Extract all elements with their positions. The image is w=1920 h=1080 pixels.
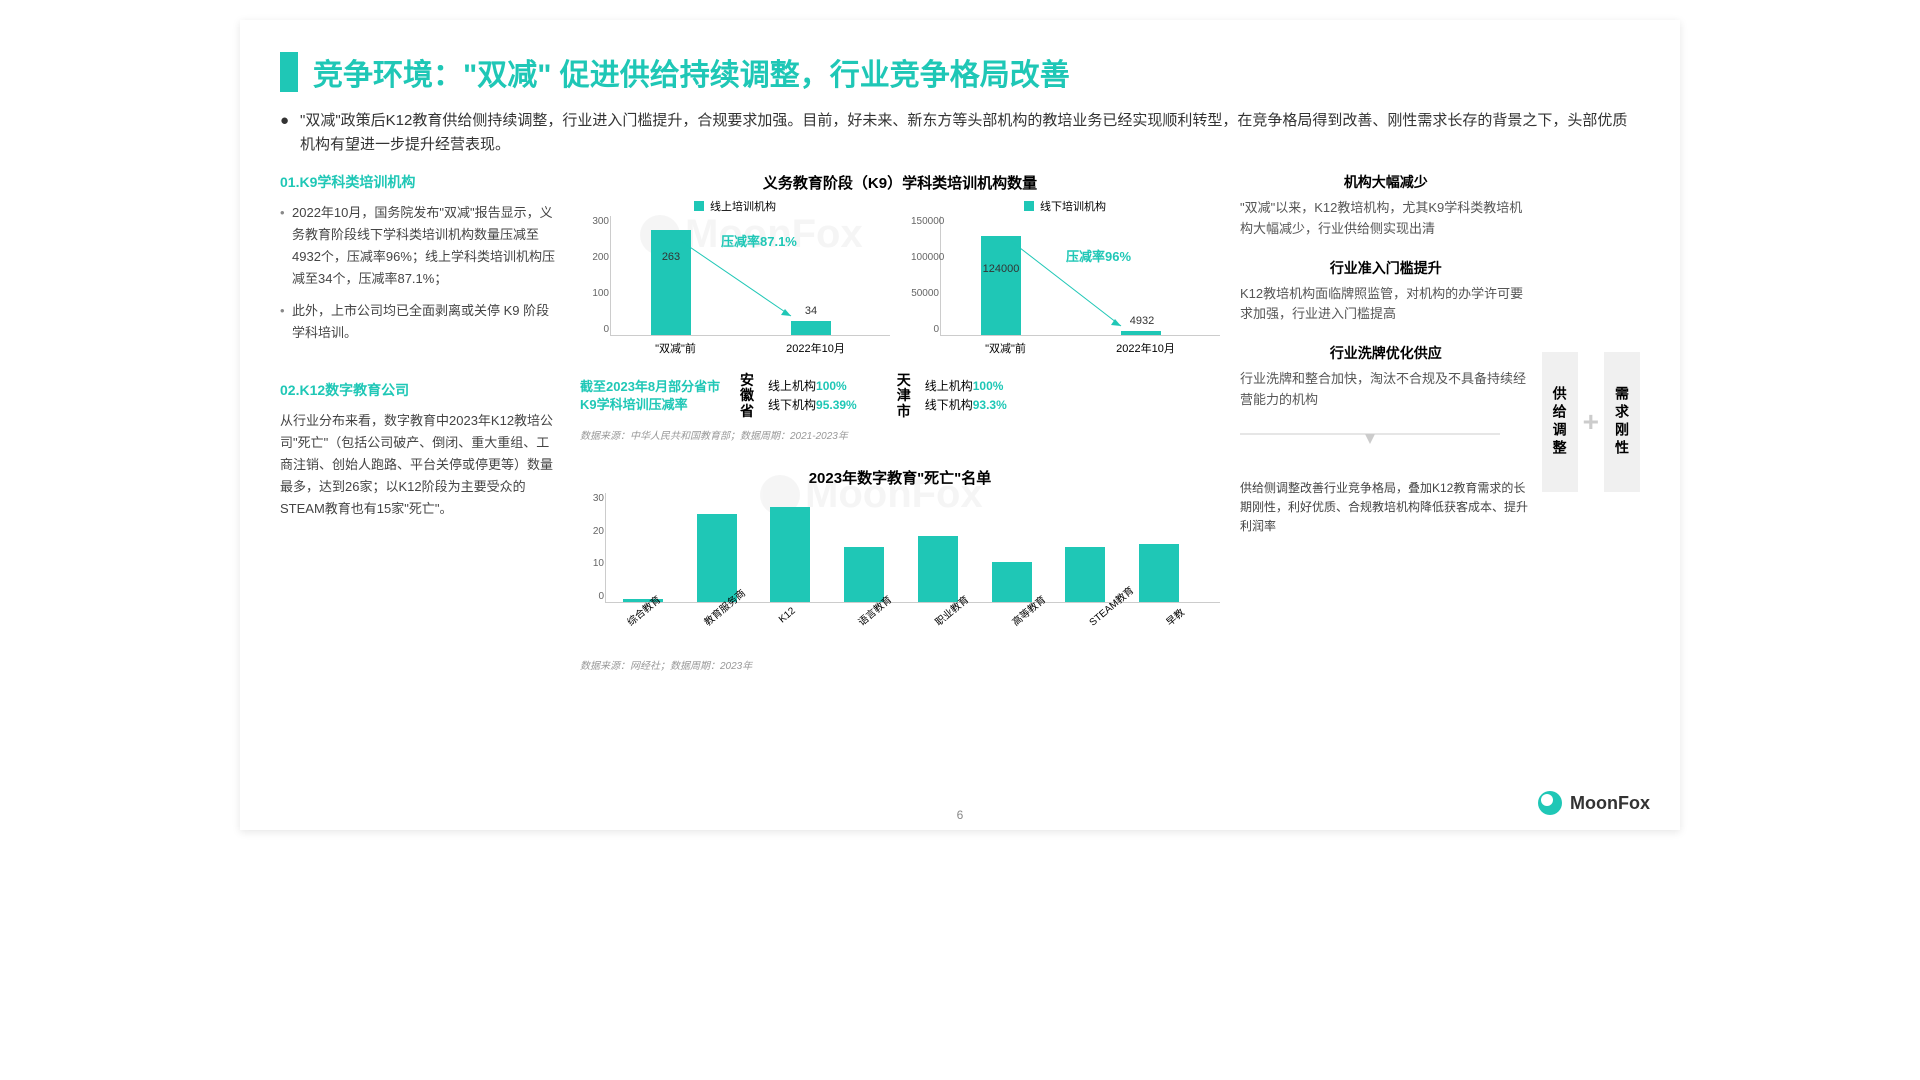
title-bar: 竞争环境："双减" 促进供给持续调整，行业竞争格局改善 [280, 50, 1640, 94]
region-name: 安徽省 [740, 373, 760, 419]
chart1-offline-arrow [1011, 241, 1131, 331]
right-block2-body: K12教培机构面临牌照监管，对机构的办学许可要求加强，行业进入门槛提高 [1240, 284, 1532, 326]
chart1-offline-xlabels: "双减"前 2022年10月 [940, 340, 1220, 356]
chart1-online: 线上培训机构 300 200 100 0 263 34 压减率87.1% [580, 198, 890, 358]
chart1-offline: 线下培训机构 150000 100000 50000 0 124000 4932… [910, 198, 1220, 358]
right-block-1: 机构大幅减少 "双减"以来，K12教培机构，尤其K9学科类教培机构大幅减少，行业… [1240, 172, 1532, 240]
down-arrow-icon [1240, 429, 1500, 449]
main-content: 01.K9学科类培训机构 2022年10月，国务院发布"双减"报告显示，义务教育… [280, 172, 1640, 672]
pillars: 供给调整 + 需求刚性 [1542, 172, 1640, 672]
chart1-offline-legend: 线下培训机构 [910, 198, 1220, 214]
region-values: 线上机构100% 线下机构95.39% [768, 377, 857, 415]
section2-header: 02.K12数字教育公司 [280, 380, 560, 400]
chart1-online-legend: 线上培训机构 [580, 198, 890, 214]
slide-title: 竞争环境："双减" 促进供给持续调整，行业竞争格局改善 [313, 50, 1070, 94]
page-number: 6 [957, 808, 964, 822]
section1-item: 2022年10月，国务院发布"双减"报告显示，义务教育阶段线下学科类培训机构数量… [292, 202, 560, 290]
section2-body: 从行业分布来看，数字教育中2023年K12教培公司"死亡"（包括公司破产、倒闭、… [280, 410, 560, 520]
chart1-online-arrow [681, 241, 801, 326]
right-block1-body: "双减"以来，K12教培机构，尤其K9学科类教培机构大幅减少，行业供给侧实现出清 [1240, 198, 1532, 240]
left-column: 01.K9学科类培训机构 2022年10月，国务院发布"双减"报告显示，义务教育… [280, 172, 560, 672]
chart2-bar [1139, 544, 1179, 603]
right-summary: 供给侧调整改善行业竞争格局，叠加K12教育需求的长期刚性，利好优质、合规教培机构… [1240, 474, 1532, 537]
right-block1-title: 机构大幅减少 [1240, 172, 1532, 192]
chart2-bar [918, 536, 958, 602]
right-block-3: 行业洗牌优化供应 行业洗牌和整合加快，淘汰不合规及不具备持续经营能力的机构 [1240, 343, 1532, 411]
chart1-offline-area: 150000 100000 50000 0 124000 4932 压减率96% [940, 216, 1220, 336]
pillar-demand: 需求刚性 [1604, 352, 1640, 492]
chart1-row: 线上培训机构 300 200 100 0 263 34 压减率87.1% [580, 198, 1220, 358]
right-text-blocks: 机构大幅减少 "双减"以来，K12教培机构，尤其K9学科类教培机构大幅减少，行业… [1240, 172, 1532, 672]
regional-label: 截至2023年8月部分省市K9学科培训压减率 [580, 378, 730, 414]
chart2-bar [770, 507, 810, 602]
right-block2-title: 行业准入门槛提升 [1240, 258, 1532, 278]
right-block3-body: 行业洗牌和整合加快，淘汰不合规及不具备持续经营能力的机构 [1240, 369, 1532, 411]
chart1-online-xlabels: "双减"前 2022年10月 [610, 340, 890, 356]
chart2-bar [844, 547, 884, 602]
right-block3-title: 行业洗牌优化供应 [1240, 343, 1532, 363]
middle-column: MoonFox 义务教育阶段（K9）学科类培训机构数量 线上培训机构 300 2… [580, 172, 1220, 672]
logo-icon [1538, 791, 1562, 815]
region-values: 线上机构100% 线下机构93.3% [925, 377, 1007, 415]
slide: 竞争环境："双减" 促进供给持续调整，行业竞争格局改善 "双减"政策后K12教育… [240, 20, 1680, 830]
region-name: 天津市 [897, 373, 917, 419]
chart1-offline-bar2 [1121, 331, 1161, 335]
chart2-yaxis: 30 20 10 0 [581, 493, 604, 602]
intro-text: "双减"政策后K12教育供给侧持续调整，行业进入门槛提升，合规要求加强。目前，好… [280, 109, 1640, 157]
section1-body: 2022年10月，国务院发布"双减"报告显示，义务教育阶段线下学科类培训机构数量… [280, 202, 560, 345]
right-block-2: 行业准入门槛提升 K12教培机构面临牌照监管，对机构的办学许可要求加强，行业进入… [1240, 258, 1532, 326]
chart1-source: 数据来源：中华人民共和国教育部；数据周期：2021-2023年 [580, 427, 1220, 442]
region-tianjin: 天津市 线上机构100% 线下机构93.3% [897, 373, 1007, 419]
chart2-bar [992, 562, 1032, 602]
chart2-title: 2023年数字教育"死亡"名单 [580, 467, 1220, 488]
regional-stats: 截至2023年8月部分省市K9学科培训压减率 安徽省 线上机构100% 线下机构… [580, 373, 1220, 419]
chart2-xlabels: 综合教育教育服务商K12语言教育职业教育高等教育STEAM教育早教 [605, 607, 1220, 622]
logo: MoonFox [1538, 791, 1650, 815]
chart1-online-area: 300 200 100 0 263 34 压减率87.1% [610, 216, 890, 336]
chart1-online-yaxis: 300 200 100 0 [581, 216, 609, 335]
title-accent-block [280, 52, 298, 92]
chart2-source: 数据来源：网经社；数据周期：2023年 [580, 657, 1220, 672]
chart2-bar [1065, 547, 1105, 602]
right-column: 机构大幅减少 "双减"以来，K12教培机构，尤其K9学科类教培机构大幅减少，行业… [1240, 172, 1640, 672]
section1-item: 此外，上市公司均已全面剥离或关停 K9 阶段学科培训。 [292, 300, 560, 344]
chart1-offline-yaxis: 150000 100000 50000 0 [911, 216, 939, 335]
chart1-title: 义务教育阶段（K9）学科类培训机构数量 [580, 172, 1220, 193]
chart2: MoonFox 2023年数字教育"死亡"名单 30 20 10 0 综合教育教… [580, 467, 1220, 672]
chart2-bar [697, 514, 737, 602]
section1-header: 01.K9学科类培训机构 [280, 172, 560, 192]
logo-text: MoonFox [1570, 793, 1650, 814]
region-anhui: 安徽省 线上机构100% 线下机构95.39% [740, 373, 857, 419]
plus-icon: + [1583, 406, 1599, 438]
pillar-supply: 供给调整 [1542, 352, 1578, 492]
